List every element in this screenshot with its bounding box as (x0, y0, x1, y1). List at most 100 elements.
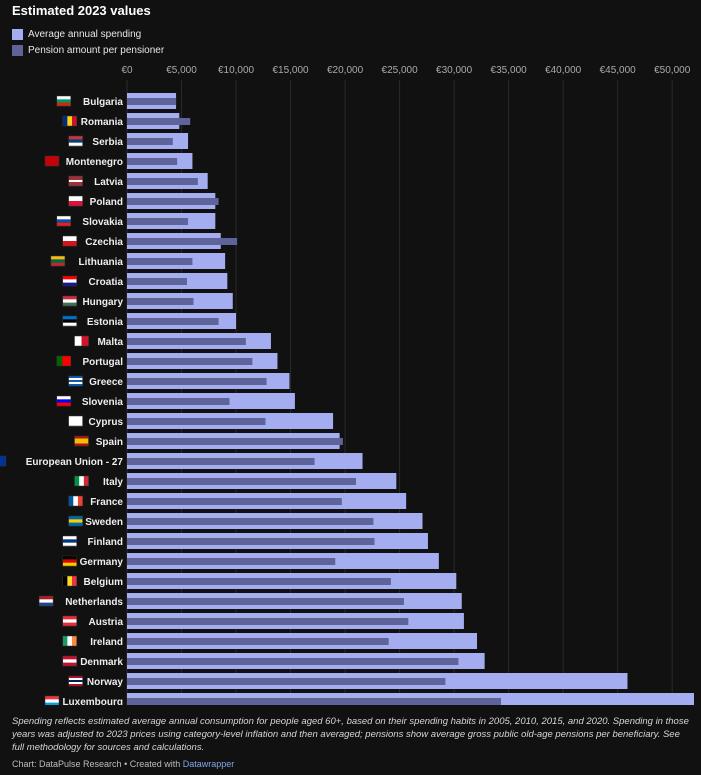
pension-bar-norway (127, 678, 446, 685)
pension-bar-bulgaria (127, 98, 177, 105)
pension-bar-sweden (127, 518, 374, 525)
flag-stripe (39, 596, 54, 600)
flag-stripe (62, 356, 66, 366)
flag-stripe (68, 684, 83, 687)
flag-stripe (62, 316, 77, 320)
category-label-finland: Finland (87, 537, 123, 548)
flag-stripe (62, 241, 77, 247)
flag-stripe (72, 636, 77, 646)
flag-stripe (62, 662, 77, 667)
flag-romania (62, 115, 77, 127)
x-tick-label: €20,000 (327, 65, 364, 76)
flag-stripe (68, 384, 83, 387)
flag-stripe (68, 184, 83, 187)
legend-swatch-spending (12, 28, 23, 40)
flag-stripe (62, 536, 77, 540)
flag-spain (74, 435, 89, 447)
flag-stripe (56, 222, 71, 227)
chart-notes: Spending reflects estimated average annu… (12, 716, 689, 753)
flag-stripe (68, 196, 83, 202)
flag-stripe (67, 576, 73, 586)
flag-stripe (68, 136, 83, 140)
flag-stripe (81, 336, 89, 346)
flag-stripe (74, 436, 89, 439)
x-tick-label: €25,000 (382, 65, 419, 76)
x-tick-label: €5,000 (166, 65, 197, 76)
flag-stripe (56, 402, 71, 407)
category-label-hungary: Hungary (82, 297, 123, 308)
flag-stripe (56, 216, 71, 220)
flag-serbia (68, 135, 83, 147)
category-label-czechia: Czechia (85, 237, 123, 248)
chart-source: Chart: DataPulse Research • Created with… (12, 759, 234, 769)
flag-stripe (62, 622, 77, 627)
flag-stripe (62, 276, 77, 280)
flag-stripe (65, 356, 69, 366)
flag-stripe (56, 219, 71, 223)
flag-stripe (62, 236, 77, 242)
flag-lithuania (50, 255, 66, 267)
category-label-ireland: Ireland (90, 637, 123, 648)
category-label-belgium: Belgium (84, 577, 124, 588)
flag-stripe (73, 496, 79, 506)
flag-stripe (45, 156, 59, 167)
legend-label-pension: Pension amount per pensioner (28, 44, 165, 56)
flag-croatia (62, 275, 77, 287)
pension-bar-austria (127, 618, 409, 625)
datawrapper-link[interactable]: Datawrapper (182, 759, 235, 769)
flag-austria (62, 615, 77, 627)
category-label-montenegro: Montenegro (66, 157, 123, 168)
flag-stripe (74, 443, 89, 447)
pension-bar-greece (127, 378, 267, 385)
category-label-france: France (90, 497, 123, 508)
flag-greece (68, 375, 83, 387)
category-label-serbia: Serbia (92, 137, 123, 148)
flag-montenegro (44, 155, 60, 167)
pension-bar-italy (127, 478, 356, 485)
flag-stripe (62, 296, 77, 300)
flag-stripe (67, 116, 73, 126)
category-label-sweden: Sweden (85, 517, 123, 528)
flag-ireland (62, 635, 77, 647)
flag-stripe (56, 96, 71, 100)
flag-stripe (68, 519, 83, 523)
flag-finland (62, 535, 77, 547)
flag-stripe (68, 376, 83, 379)
flag-stripe (68, 516, 83, 520)
pension-bar-netherlands (127, 598, 404, 605)
pension-bar-belgium (127, 578, 391, 585)
category-label-croatia: Croatia (89, 277, 124, 288)
flag-norway (68, 675, 83, 687)
flag-slovakia (56, 215, 72, 227)
pension-bar-montenegro (127, 158, 178, 165)
category-label-austria: Austria (89, 617, 124, 628)
flag-stripe (62, 636, 68, 646)
flag-stripe (50, 259, 65, 263)
pension-bar-spain (127, 438, 343, 445)
chart-title: Estimated 2023 values (12, 3, 151, 18)
legend-item-spending: Average annual spending (12, 26, 164, 42)
category-label-lithuania: Lithuania (79, 257, 124, 268)
flag-stripe (68, 496, 74, 506)
pension-bar-estonia (127, 318, 219, 325)
flag-stripe (62, 279, 77, 283)
flag-stripe (62, 562, 77, 567)
flag-belgium (62, 575, 77, 587)
category-label-romania: Romania (81, 117, 124, 128)
pension-bar-luxembourg (127, 698, 502, 705)
x-tick-label: €15,000 (272, 65, 309, 76)
category-label-european-union-27: European Union - 27 (26, 457, 124, 468)
flag-stripe (68, 382, 83, 385)
category-label-cyprus: Cyprus (89, 417, 124, 428)
flag-stripe (62, 659, 77, 663)
source-created-with: • Created with (124, 759, 181, 769)
pension-bar-croatia (127, 278, 187, 285)
category-label-slovakia: Slovakia (82, 217, 123, 228)
x-tick-label: €45,000 (600, 65, 637, 76)
flag-stripe (62, 559, 77, 563)
pension-bar-finland (127, 538, 375, 545)
flag-stripe (62, 539, 77, 543)
pension-bar-germany (127, 558, 336, 565)
flag-stripe (62, 542, 77, 547)
pension-bar-hungary (127, 298, 194, 305)
